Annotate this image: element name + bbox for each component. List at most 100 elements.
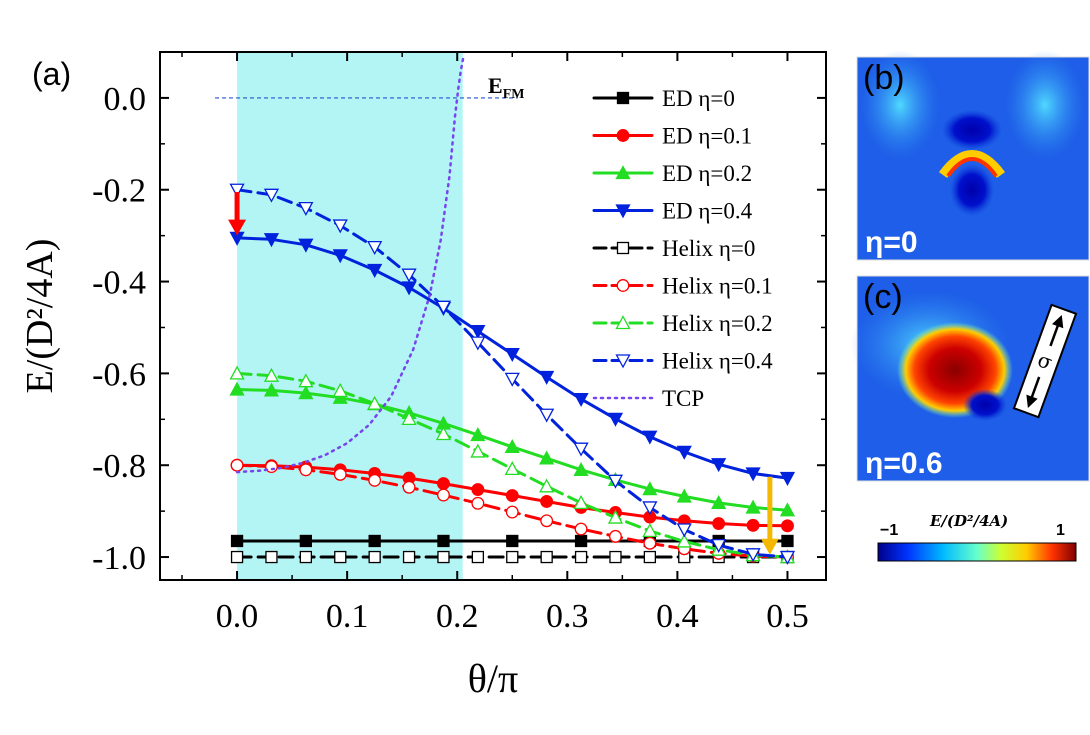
series-6-point-4 [367,395,383,410]
panel-c-eta-label: η=0.6 [865,447,943,480]
series-5-point-11 [609,529,622,543]
series-7-point-16 [779,550,796,565]
series-3-point-4 [367,263,383,278]
y-axis-label: E/(D²/4A) [19,239,61,394]
series-4-point-7 [471,550,485,564]
series-6-point-0 [229,365,245,380]
legend-marker-4 [616,241,630,255]
series-5-point-8 [505,505,519,519]
series-5-point-10 [574,522,588,536]
series-3-point-14 [711,458,727,473]
series-7-point-14 [711,538,727,553]
colorbar [877,542,1077,562]
series-3-point-8 [504,347,520,362]
legend-marker-2 [615,165,631,180]
series-4-point-12 [643,550,657,564]
series-0-point-5 [574,534,588,548]
series-7-point-9 [539,408,555,423]
series-0-point-2 [368,534,381,548]
legend-marker-6 [615,315,631,330]
arrow-head-1 [760,538,779,555]
colorbar-min-label: −1 [880,522,899,539]
y-tick-label-1: -0.2 [92,173,146,210]
x-tick-label-2: 0.2 [436,598,479,635]
series-3-point-15 [745,467,761,482]
series-7-point-8 [504,372,520,387]
series-6-point-3 [332,382,348,397]
series-4-point-11 [609,550,622,564]
series-7-point-15 [745,548,761,563]
series-3-point-10 [573,392,589,407]
series-0-point-3 [437,534,450,548]
series-2-point-0 [229,381,245,396]
series-5-point-0 [230,458,244,472]
series-3-point-3 [332,249,348,264]
arrow-head-0 [228,219,247,236]
series-3-point-12 [642,430,658,445]
x-tick-label-5: 0.5 [766,598,809,635]
series-2-point-15 [745,499,761,514]
legend-label-3: ED η=0.4 [662,199,753,224]
series-1-point-8 [505,489,519,502]
series-3-point-9 [539,370,555,385]
series-7-point-0 [229,183,245,198]
series-6-point-8 [504,461,520,476]
panel-b: (b) η=0 [857,57,1089,260]
efm-subscript: FM [503,87,525,102]
series-7-point-11 [607,474,624,489]
series-5-point-3 [333,467,347,481]
series-6-point-6 [435,426,452,441]
series-6-point-9 [539,478,555,493]
series-6-point-1 [263,367,280,382]
energy-vs-theta-plot: EFM 0.0 0.1 0.2 0.3 0.4 0.5 0.0 -0.2 -0.4 -0.6 -0.8… [19,51,827,701]
legend-label-0: ED η=0 [662,86,735,111]
panel-b-energy-map [856,50,1090,261]
y-tick-label-3: -0.6 [92,356,146,393]
panel-b-ring-right [1005,50,1085,160]
panel-b-label: (b) [863,59,905,97]
series-5-point-7 [471,496,485,510]
series-6-point-5 [401,410,417,425]
series-2-point-10 [573,461,589,476]
series-7-point-5 [401,268,417,283]
series-3-point-1 [263,233,280,248]
series-6-point-11 [607,509,624,524]
x-tick-label-3: 0.3 [546,598,589,635]
colorbar-max-label: 1 [1056,522,1065,539]
series-7-point-2 [298,201,314,216]
series-5-point-6 [437,488,450,502]
series-3-point-7 [470,325,486,340]
series-3-point-2 [298,238,314,253]
series-0-point-1 [299,534,313,548]
series-2-point-7 [470,427,486,442]
colorbar-gradient [877,542,1077,562]
x-tick-label-4: 0.4 [656,598,699,635]
legend-marker-3 [615,204,631,219]
series-2-point-8 [504,438,520,454]
series-5-point-9 [540,514,554,528]
panel-b-arc-yellow [938,150,1006,179]
y-tick-label-4: -0.8 [92,448,146,485]
series-1-point-16 [781,519,794,533]
series-0-point-0 [230,534,244,548]
series-7-point-3 [332,219,348,234]
series-4-point-3 [334,550,347,564]
plot-frame [159,51,827,581]
series-7-point-4 [367,240,383,255]
series-7-point-6 [435,300,452,315]
series-4-point-1 [265,550,278,564]
x-tick-label-1: 0.1 [326,598,369,635]
series-0-point-8 [781,534,794,548]
series-4-point-6 [437,550,450,564]
series-5-point-12 [643,536,657,550]
efm-label: EFM [488,73,524,102]
series-4-point-8 [506,550,519,564]
series-0-point-4 [506,534,519,548]
series-1-point-7 [471,483,485,497]
series-6-point-12 [642,523,658,538]
series-2-point-16 [779,502,796,517]
series-line-8 [235,53,466,474]
colorbar-title: E/(D²/4A) [930,512,1009,530]
series-4-point-5 [402,550,416,564]
